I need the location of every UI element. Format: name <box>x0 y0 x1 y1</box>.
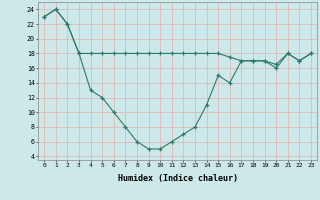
X-axis label: Humidex (Indice chaleur): Humidex (Indice chaleur) <box>118 174 238 183</box>
